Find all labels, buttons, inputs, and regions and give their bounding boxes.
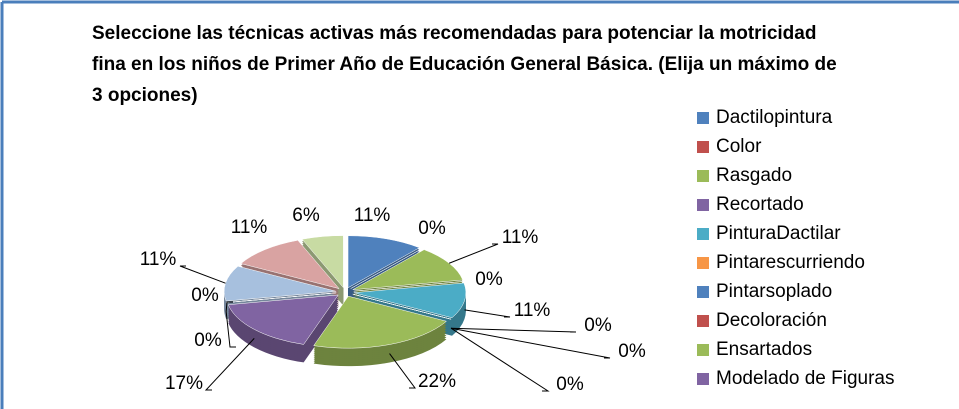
legend-swatch — [697, 170, 709, 182]
data-label: 17% — [165, 373, 203, 394]
slice — [352, 249, 464, 290]
data-label: 0% — [475, 269, 503, 290]
data-label: 11% — [140, 249, 177, 270]
data-label: 11% — [231, 217, 268, 238]
leader-line — [450, 327, 611, 359]
leader-line — [464, 309, 511, 318]
legend-label: PinturaDactilar — [716, 223, 841, 244]
legend-label: Modelado de Figuras — [716, 368, 895, 389]
leader-line — [448, 243, 499, 264]
data-label: 0% — [556, 374, 584, 395]
leader-line — [204, 338, 255, 391]
legend-swatch — [697, 373, 709, 385]
slice — [227, 294, 339, 345]
data-label: 11% — [354, 205, 391, 226]
slice — [352, 293, 452, 320]
slice — [350, 248, 423, 289]
legend-label: Color — [716, 136, 762, 157]
data-label: 22% — [418, 371, 456, 392]
legend-label: Rasgado — [716, 165, 792, 186]
legend-swatch — [697, 286, 709, 298]
leader-line — [225, 301, 233, 312]
slice — [223, 265, 337, 302]
data-label: 11% — [514, 300, 551, 321]
leader-line — [450, 327, 550, 392]
legend-swatch — [697, 141, 709, 153]
leader-line — [451, 327, 577, 333]
data-label: 0% — [418, 218, 446, 239]
slice — [313, 295, 447, 349]
legend-swatch — [697, 315, 709, 327]
legend-label: Recortado — [716, 194, 804, 215]
data-label: 0% — [584, 315, 612, 336]
slice — [301, 235, 344, 289]
legend-label: Pintarescurriendo — [716, 252, 865, 273]
legend-swatch — [697, 112, 709, 124]
slice — [347, 235, 421, 289]
legend-label: Ensartados — [716, 339, 812, 360]
data-label: 0% — [194, 330, 222, 351]
legend-swatch — [697, 199, 709, 211]
data-label: 11% — [502, 227, 539, 248]
legend-swatch — [697, 228, 709, 240]
data-label: 0% — [191, 285, 219, 306]
data-label: 0% — [618, 341, 646, 362]
chart-title: Seleccione las técnicas activas más reco… — [92, 23, 837, 106]
leader-line — [225, 311, 236, 348]
slice — [240, 240, 340, 290]
slice — [353, 282, 467, 319]
legend-label: Dactilopintura — [716, 107, 833, 128]
leader-line — [389, 353, 416, 389]
leader-line — [179, 265, 226, 284]
legend-label: Decoloración — [716, 310, 827, 331]
data-label: 6% — [292, 205, 320, 226]
legend-label: Pintarsoplado — [716, 281, 832, 302]
legend-swatch — [697, 344, 709, 356]
legend-swatch — [697, 257, 709, 269]
